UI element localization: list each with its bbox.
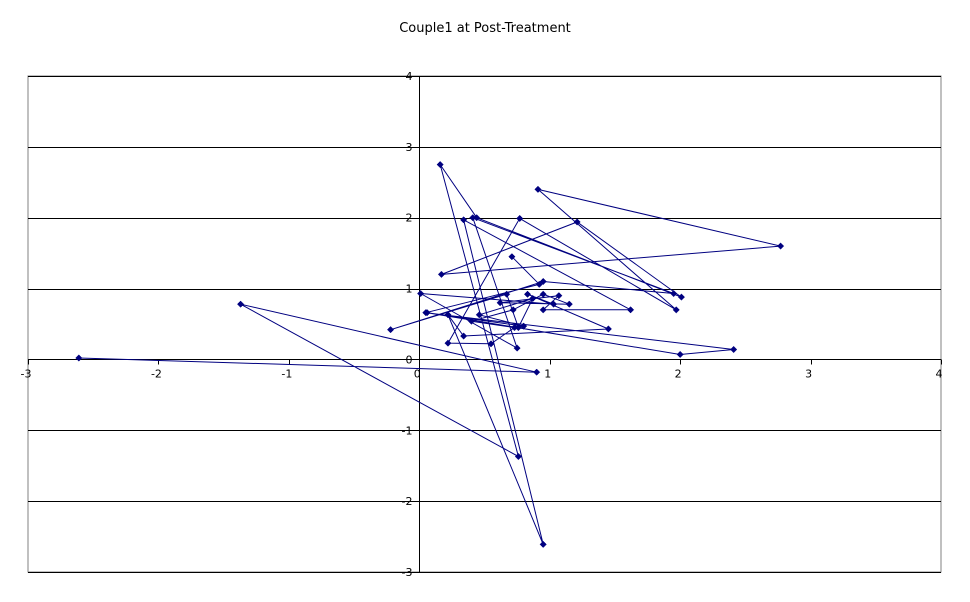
x-tick-label: -2 [151,368,162,381]
x-tick-label: 3 [805,368,812,381]
plot-area-border [27,75,942,573]
data-point-marker [539,277,547,286]
data-point-marker [555,292,563,300]
x-tick-label: -1 [281,368,292,381]
data-point-marker [520,322,528,330]
x-tick-label: 1 [544,368,551,381]
data-point-marker [529,294,537,303]
series-layer [75,161,785,548]
data-point-marker [508,253,516,261]
x-tick-label: -3 [21,368,32,381]
data-point-marker [523,290,532,298]
data-point-marker [444,339,452,347]
data-point-marker [475,311,483,319]
data-point-marker [460,332,468,340]
y-tick-label: 1 [406,283,413,296]
data-point-marker [539,540,547,548]
data-point-marker [460,216,468,224]
data-point-marker [670,289,678,298]
data-point-marker [533,368,541,376]
data-point-marker [417,289,425,298]
x-tick-label: 4 [936,368,943,381]
data-point-marker [469,214,477,222]
data-point-marker [75,354,83,362]
x-tick-label: 0 [414,368,421,381]
y-tick-label: 0 [406,353,413,366]
y-tick-label: 2 [406,212,413,225]
grid-layer [27,75,942,573]
y-tick-label: 4 [406,70,413,83]
data-point-marker [676,350,684,359]
data-point-marker [565,300,573,308]
data-point-marker [550,300,558,308]
data-point-marker [677,293,686,301]
data-point-marker [487,340,495,348]
x-tick-label: 2 [675,368,682,381]
series-line [78,164,781,545]
data-point-marker [503,290,511,298]
tick-label-layer: -3 -2 -1 0 1 2 3 4 -3 -2 -1 0 1 2 3 4 [21,70,943,579]
y-tick-label: 3 [406,141,413,154]
data-point-marker [437,270,446,278]
data-point-marker [573,218,581,226]
data-point-marker [535,280,543,288]
data-point-marker [436,161,444,169]
chart-title: Couple1 at Post-Treatment [399,21,571,36]
data-point-marker [672,306,680,314]
data-point-marker [516,214,524,222]
y-tick-label: -1 [402,424,413,437]
data-point-marker [467,317,476,325]
data-point-marker [496,299,504,307]
data-point-marker [539,306,547,314]
data-point-marker [627,306,635,314]
y-tick-label: -2 [402,495,413,508]
data-point-marker [237,300,245,308]
data-point-marker [777,242,785,250]
data-point-marker [604,325,612,333]
data-point-marker [539,290,547,298]
data-point-marker [534,185,542,193]
data-point-marker [730,345,738,354]
data-point-marker [387,326,395,334]
data-point-marker [509,306,517,314]
axis-layer [28,76,942,573]
data-point-marker [514,452,522,461]
data-point-marker [422,309,430,317]
data-point-marker [513,344,521,352]
data-point-marker [444,311,452,319]
y-tick-label: -3 [402,566,413,579]
